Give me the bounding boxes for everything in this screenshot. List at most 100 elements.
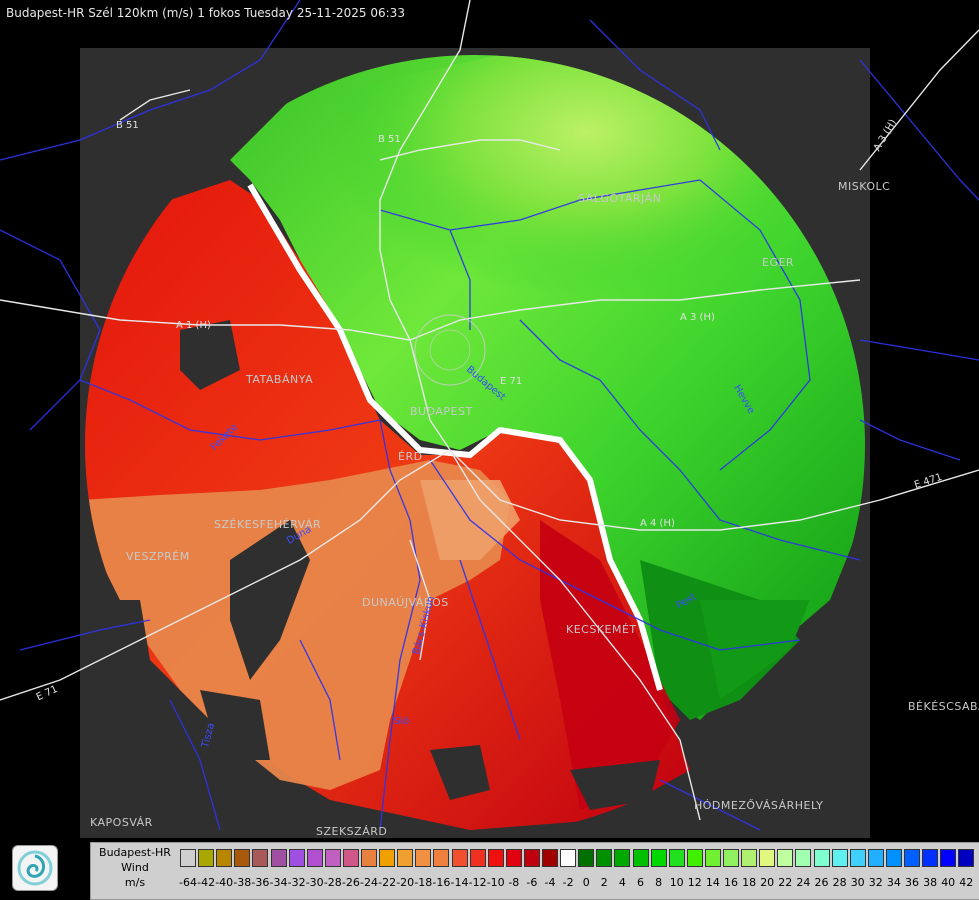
- legend-tick-label: 4: [618, 876, 626, 889]
- legend-tick-label: 30: [850, 876, 865, 889]
- legend-swatch: [596, 849, 613, 867]
- legend-tick-label: -28: [323, 876, 342, 889]
- legend-tick-label: -32: [287, 876, 306, 889]
- legend-tick-label: -20: [396, 876, 415, 889]
- legend-swatch: [578, 849, 595, 867]
- road-a1: A 1 (H): [176, 320, 211, 331]
- omsz-swirl-icon: [12, 845, 58, 891]
- legend-tick-label: -22: [378, 876, 397, 889]
- legend-tick-label: 32: [868, 876, 883, 889]
- legend-swatch: [415, 849, 432, 867]
- road-a3-mid: A 3 (H): [680, 312, 715, 323]
- legend-tick-label: 22: [778, 876, 793, 889]
- legend-tick-label: 42: [959, 876, 974, 889]
- legend-swatch: [650, 849, 667, 867]
- legend-swatch: [560, 849, 577, 867]
- legend-tick-label: 6: [637, 876, 644, 889]
- legend-swatch: [813, 849, 830, 867]
- legend-swatch: [469, 849, 486, 867]
- legend-swatch: [795, 849, 812, 867]
- legend-swatch: [904, 849, 920, 867]
- legend-tick-label: -64: [179, 876, 197, 889]
- road-e71: E 71: [500, 376, 523, 387]
- legend-swatch: [704, 849, 721, 867]
- legend-tick-label: 16: [724, 876, 738, 889]
- legend-tick-label: 12: [687, 876, 702, 889]
- legend-swatch: [831, 849, 848, 867]
- legend-tick-label: 26: [814, 876, 829, 889]
- city-kaposvar: KAPOSVÁR: [90, 816, 153, 829]
- legend-unit: m/s: [124, 876, 146, 889]
- legend-tick-label: -4: [544, 876, 556, 889]
- legend-swatch: [885, 849, 902, 867]
- legend-tick-label: -10: [486, 876, 505, 889]
- legend-tick-label: -18: [414, 876, 433, 889]
- legend-swatch: [632, 849, 649, 867]
- legend-tick-label: -8: [508, 876, 520, 889]
- legend-product: Wind: [121, 861, 149, 874]
- legend-swatch: [759, 849, 776, 867]
- legend-swatch: [958, 849, 975, 867]
- legend-swatch: [180, 849, 196, 867]
- legend-tick-label: -42: [197, 876, 216, 889]
- legend-tick-label: -12: [468, 876, 487, 889]
- city-eger: EGER: [762, 256, 795, 269]
- city-szekszard: SZEKSZÁRD: [316, 825, 388, 838]
- legend-swatch: [523, 849, 540, 867]
- legend-swatch: [433, 849, 450, 867]
- legend-tick-label: 34: [886, 876, 901, 889]
- legend-swatch: [324, 849, 341, 867]
- city-tatabanya: TATABÁNYA: [246, 373, 314, 386]
- city-erd: ÉRD: [398, 450, 423, 463]
- legend-swatch: [505, 849, 522, 867]
- legend-tick-label: 8: [655, 876, 663, 889]
- legend-radar-name: Budapest-HR: [99, 846, 171, 859]
- legend-swatch: [451, 849, 468, 867]
- legend-tick-label: 18: [742, 876, 757, 889]
- legend-swatch: [849, 849, 866, 867]
- legend-tick-label: 24: [796, 876, 811, 889]
- legend-swatch: [252, 849, 269, 867]
- city-dunaujvaros: DUNAÚJVÁROS: [362, 596, 449, 609]
- legend-tick-label: -6: [526, 876, 538, 889]
- legend-tick-label: 2: [600, 876, 608, 889]
- legend-swatch: [198, 849, 215, 867]
- legend-swatch: [216, 849, 233, 867]
- legend-tick-label: -2: [562, 876, 574, 889]
- road-a4: A 4 (H): [640, 518, 675, 529]
- legend-tick-label: 14: [705, 876, 720, 889]
- legend-tick-label: 10: [669, 876, 684, 889]
- river-sio: Sió: [394, 716, 410, 727]
- legend-swatch: [397, 849, 414, 867]
- legend-tick-label: -36: [251, 876, 270, 889]
- legend-swatch: [379, 849, 396, 867]
- legend-tick-label: -34: [269, 876, 288, 889]
- city-veszprem: VESZPRÉM: [126, 550, 190, 563]
- legend-swatch: [234, 849, 251, 867]
- legend-swatch: [542, 849, 558, 867]
- legend-swatch: [668, 849, 685, 867]
- legend-tick-label: -40: [215, 876, 234, 889]
- road-b51-north: B 51: [378, 134, 401, 145]
- legend-tick-label: -16: [432, 876, 451, 889]
- city-kecskemet: KECSKEMÉT: [566, 623, 637, 636]
- legend-swatch: [922, 849, 939, 867]
- city-miskolc: MISKOLC: [838, 180, 891, 193]
- legend-title: Budapest-HR Wind m/s: [92, 845, 178, 890]
- legend-tick-label: 36: [905, 876, 919, 889]
- legend-swatch: [342, 849, 359, 867]
- legend-tick-label: -24: [360, 876, 378, 889]
- city-hodmezovasarhely: HÓDMEZŐVÁSÁRHELY: [694, 799, 824, 812]
- legend-tick-label: 38: [923, 876, 938, 889]
- legend-tick-label: 28: [832, 876, 847, 889]
- map-title: Budapest-HR Szél 120km (m/s) 1 fokos Tue…: [6, 6, 405, 20]
- legend-tick-label: 0: [582, 876, 590, 889]
- legend-swatch: [940, 849, 957, 867]
- legend-tick-label: 20: [760, 876, 775, 889]
- legend-tick-label: -26: [341, 876, 360, 889]
- legend-swatch: [361, 849, 377, 867]
- legend-swatch: [306, 849, 323, 867]
- city-bekescsaba: BÉKÉSCSABA: [908, 700, 979, 713]
- city-szekesfehervar: SZÉKESFEHÉRVÁR: [214, 518, 322, 531]
